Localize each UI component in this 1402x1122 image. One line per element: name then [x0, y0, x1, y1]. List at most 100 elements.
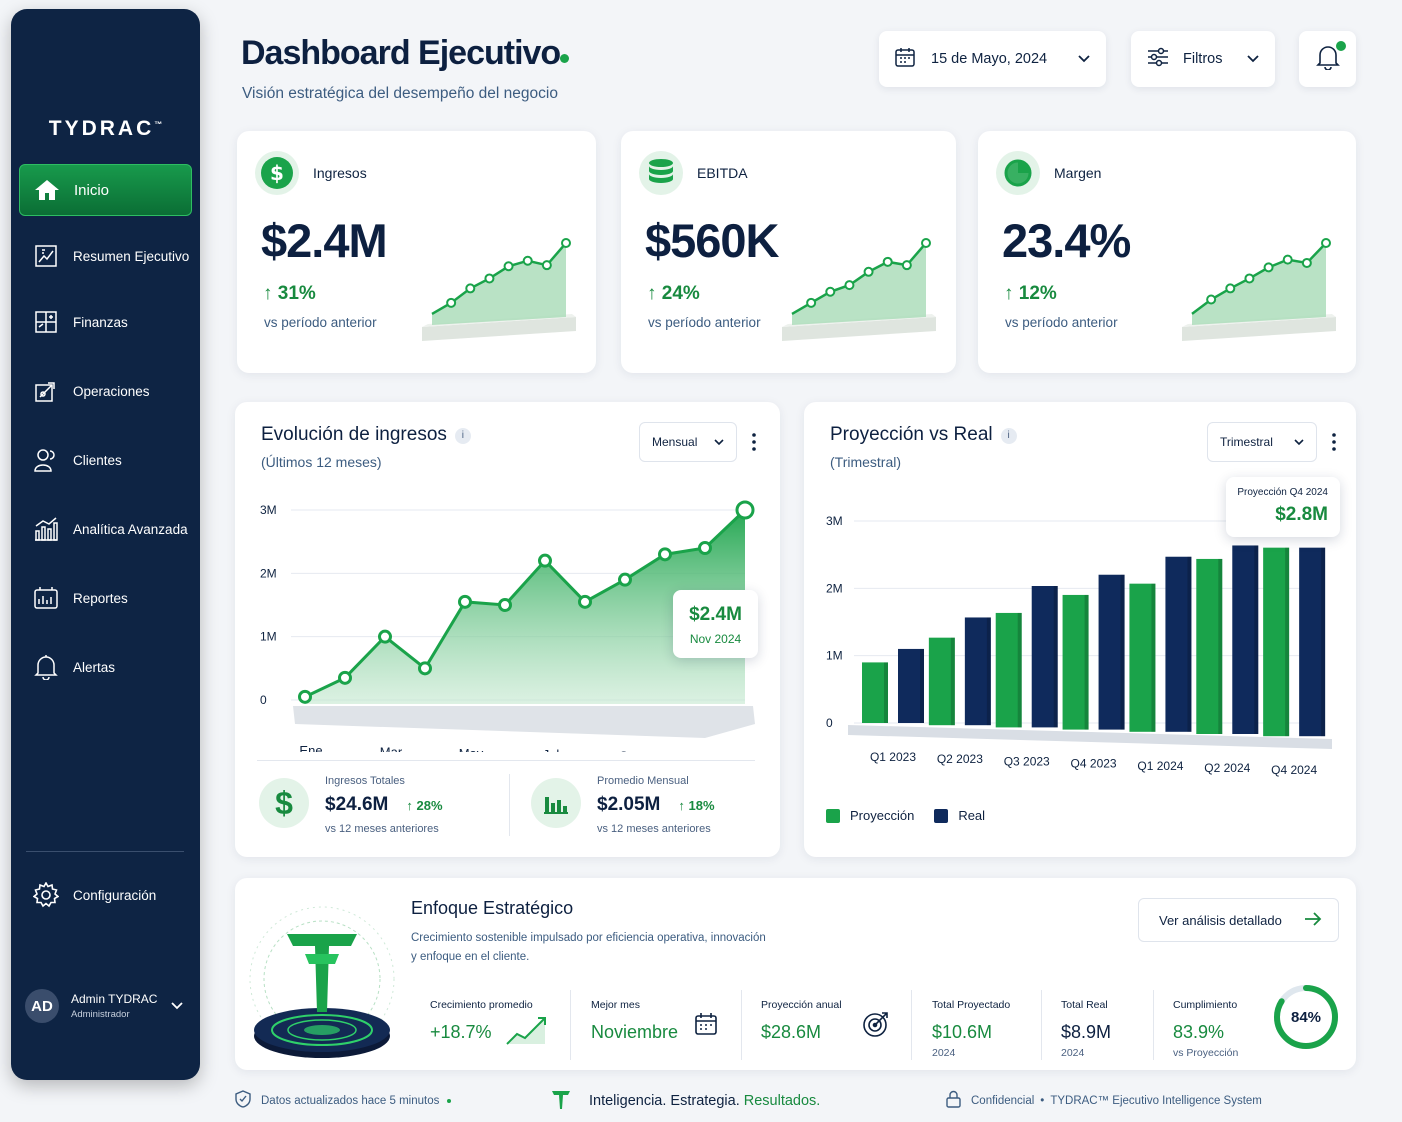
sparkline-point [921, 238, 931, 248]
sidebar-item-alertas[interactable]: Alertas [19, 641, 192, 693]
kpi-value: $560K [645, 214, 779, 267]
view-detailed-analysis-button[interactable]: Ver análisis detallado [1138, 898, 1339, 942]
metric-total-projected: Total Proyectado $10.6M 2024 [913, 976, 1041, 1074]
bell-icon [1315, 44, 1340, 74]
stat-comparison: vs 12 meses anteriores [325, 823, 439, 835]
metric-value: $10.6M [932, 1022, 993, 1042]
dollar-icon: $ [259, 778, 309, 828]
bar [1232, 545, 1259, 734]
bar-shade [950, 637, 955, 726]
bar [928, 637, 955, 726]
metric-value: 83.9% [1173, 1022, 1225, 1042]
sidebar-item-finanzas[interactable]: Finanzas [19, 296, 192, 348]
x-tick-label: Q2 2023 [937, 752, 983, 766]
status-dot [447, 1098, 452, 1103]
kpi-card-margen[interactable]: Margen 23.4% ↑ 12% vs período anterior [978, 131, 1356, 373]
sidebar-item-operaciones[interactable]: Operaciones [19, 365, 192, 417]
revenue-area-chart: 0 1M 2M 3M Ene Mar May Jul Sep Nov [260, 500, 755, 752]
kpi-card-ebitda[interactable]: EBITDA $560K ↑ 24% vs período anterior [621, 131, 956, 373]
metric-label: Total Proyectado [932, 999, 1011, 1011]
notifications-button[interactable] [1299, 31, 1356, 87]
bar [1299, 547, 1326, 737]
sidebar-item-reportes[interactable]: Reportes [19, 572, 192, 624]
revenue-point [378, 629, 392, 644]
arrow-up-icon: ↑ [647, 283, 657, 304]
period-select[interactable]: Mensual [639, 422, 737, 462]
description-line: y enfoque en el cliente. [411, 951, 530, 963]
bar-shade [1084, 594, 1089, 730]
info-icon[interactable]: i [1000, 428, 1017, 444]
revenue-point [735, 500, 755, 520]
bar [964, 617, 991, 726]
legend-label: Proyección [850, 808, 915, 823]
kpi-label: Ingresos [313, 165, 367, 181]
sidebar-item-clientes[interactable]: Clientes [19, 434, 192, 486]
date-value: 15 de Mayo, 2024 [931, 51, 1048, 67]
sidebar-item-resumen-ejecutivo[interactable]: Resumen Ejecutivo [19, 230, 192, 282]
user-menu[interactable]: AD Admin TYDRAC Administrador [25, 985, 190, 1027]
metric-divider [570, 990, 571, 1060]
tagline-highlight: Resultados. [743, 1093, 821, 1109]
stat-label: Promedio Mensual [597, 775, 689, 787]
panel-subtitle: (Trimestral) [830, 454, 902, 470]
chart-tooltip: Proyección Q4 2024 $2.8M [1226, 477, 1340, 537]
legend-swatch [826, 808, 840, 823]
revenue-point [298, 689, 312, 704]
revenue-point [418, 661, 432, 676]
filters-button[interactable]: Filtros [1131, 31, 1275, 87]
info-icon[interactable]: i [454, 428, 471, 444]
sparkline-base [782, 317, 936, 341]
bar [995, 612, 1022, 728]
sidebar-divider [26, 851, 184, 852]
metric-divider [1041, 990, 1042, 1060]
sparkline-point [1263, 262, 1274, 273]
chart-legend: Proyección Real [826, 808, 985, 823]
kpi-label: EBITDA [697, 165, 748, 181]
sparkline-base [1182, 317, 1336, 341]
brand-trademark: ™ [154, 120, 163, 129]
x-tick-label: Q1 2024 [1137, 759, 1183, 773]
revenue-point [658, 547, 672, 562]
description-line: Crecimiento sostenible impulsado por efi… [411, 932, 766, 944]
sparkline-point [541, 260, 552, 271]
y-tick-label: 3M [826, 514, 843, 528]
operations-icon [33, 378, 59, 404]
more-options-icon[interactable] [1331, 432, 1337, 452]
bar-shade [1187, 556, 1192, 732]
sparkline-point [503, 261, 514, 272]
kpi-card-ingresos[interactable]: $ Ingresos $2.4M ↑ 31% vs período anteri… [237, 131, 596, 373]
metric-divider [741, 990, 742, 1060]
kpi-label: Margen [1054, 165, 1102, 181]
y-tick-label: 2M [826, 581, 843, 595]
revenue-point [618, 572, 632, 587]
sparkline-point [825, 286, 836, 297]
more-options-icon[interactable] [751, 432, 757, 452]
button-label: Ver análisis detallado [1159, 912, 1282, 928]
sparkline-point [1301, 257, 1312, 268]
kpi-change-value: 31% [277, 283, 316, 304]
revenue-point [578, 594, 592, 609]
period-select[interactable]: Trimestral [1207, 422, 1317, 462]
chevron-down-icon [714, 435, 724, 449]
metric-sub: 2024 [1061, 1047, 1085, 1059]
legend-label: Real [958, 808, 986, 823]
revenue-point [458, 594, 472, 609]
x-tick-label: Mar [380, 744, 403, 752]
calendar-icon [695, 1013, 717, 1035]
sidebar-item-label: Clientes [73, 452, 122, 468]
sidebar-item-configuracion[interactable]: Configuración [19, 869, 192, 921]
panel-title-text: Evolución de ingresos [261, 424, 447, 445]
y-tick-label: 1M [260, 630, 277, 644]
bar-shade [1053, 586, 1058, 728]
sparkline-point [901, 260, 912, 271]
kpi-comparison: vs período anterior [264, 315, 377, 330]
stat-comparison: vs 12 meses anteriores [597, 823, 711, 835]
date-picker[interactable]: 15 de Mayo, 2024 [879, 31, 1106, 87]
separator-dot: • [1040, 1094, 1045, 1107]
bar [1098, 574, 1125, 730]
avatar: AD [25, 989, 59, 1023]
bar [1165, 556, 1192, 732]
sidebar-item-analitica-avanzada[interactable]: Analítica Avanzada [19, 503, 192, 555]
sidebar-item-inicio[interactable]: Inicio [19, 164, 192, 216]
x-tick-label: Jul [543, 747, 560, 752]
